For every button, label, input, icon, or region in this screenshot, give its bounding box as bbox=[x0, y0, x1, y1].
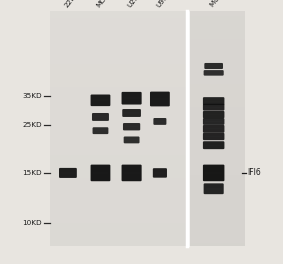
Text: 25KD: 25KD bbox=[22, 122, 42, 128]
Bar bbox=[126, 139, 138, 140]
Text: MCF-7: MCF-7 bbox=[96, 0, 114, 8]
FancyBboxPatch shape bbox=[153, 118, 166, 125]
FancyBboxPatch shape bbox=[203, 133, 224, 140]
FancyBboxPatch shape bbox=[203, 118, 224, 125]
Bar bbox=[93, 100, 108, 101]
Bar bbox=[61, 172, 75, 174]
FancyBboxPatch shape bbox=[203, 165, 224, 181]
Text: 35KD: 35KD bbox=[22, 93, 42, 99]
Bar bbox=[205, 172, 222, 174]
Text: 22RV1: 22RV1 bbox=[63, 0, 82, 8]
Bar bbox=[205, 121, 222, 122]
Bar bbox=[50, 11, 187, 246]
Bar bbox=[205, 188, 222, 190]
FancyBboxPatch shape bbox=[204, 183, 224, 194]
Bar bbox=[155, 172, 165, 174]
FancyBboxPatch shape bbox=[203, 104, 224, 111]
Text: Mouse pancreas: Mouse pancreas bbox=[209, 0, 250, 8]
Text: 15KD: 15KD bbox=[22, 170, 42, 176]
FancyBboxPatch shape bbox=[204, 63, 223, 69]
FancyBboxPatch shape bbox=[91, 95, 110, 106]
Bar bbox=[123, 172, 140, 174]
Bar bbox=[205, 136, 222, 137]
FancyBboxPatch shape bbox=[124, 136, 140, 143]
Bar bbox=[155, 121, 164, 122]
Bar bbox=[125, 126, 138, 127]
FancyBboxPatch shape bbox=[203, 111, 224, 118]
FancyBboxPatch shape bbox=[93, 127, 108, 134]
Text: U251: U251 bbox=[127, 0, 143, 8]
Bar bbox=[95, 130, 106, 131]
FancyBboxPatch shape bbox=[122, 165, 142, 181]
Text: U937: U937 bbox=[155, 0, 172, 8]
FancyBboxPatch shape bbox=[59, 168, 77, 178]
Bar bbox=[152, 98, 168, 100]
Bar bbox=[94, 116, 107, 117]
Bar bbox=[189, 11, 245, 246]
Bar bbox=[205, 145, 222, 146]
Bar bbox=[93, 172, 108, 174]
Bar bbox=[205, 107, 222, 108]
FancyBboxPatch shape bbox=[153, 168, 167, 178]
Bar bbox=[123, 97, 140, 99]
FancyBboxPatch shape bbox=[203, 141, 224, 149]
FancyBboxPatch shape bbox=[122, 109, 141, 117]
FancyBboxPatch shape bbox=[204, 70, 224, 76]
Bar bbox=[205, 101, 222, 102]
Bar bbox=[124, 112, 139, 114]
FancyBboxPatch shape bbox=[203, 125, 224, 133]
FancyBboxPatch shape bbox=[123, 123, 140, 130]
Text: IFI6: IFI6 bbox=[248, 168, 261, 177]
FancyBboxPatch shape bbox=[150, 92, 170, 106]
FancyBboxPatch shape bbox=[92, 113, 109, 121]
Text: 10KD: 10KD bbox=[22, 220, 42, 226]
FancyBboxPatch shape bbox=[122, 92, 142, 105]
Bar bbox=[205, 114, 222, 115]
Bar bbox=[205, 128, 222, 129]
FancyBboxPatch shape bbox=[91, 165, 110, 181]
FancyBboxPatch shape bbox=[203, 97, 224, 105]
